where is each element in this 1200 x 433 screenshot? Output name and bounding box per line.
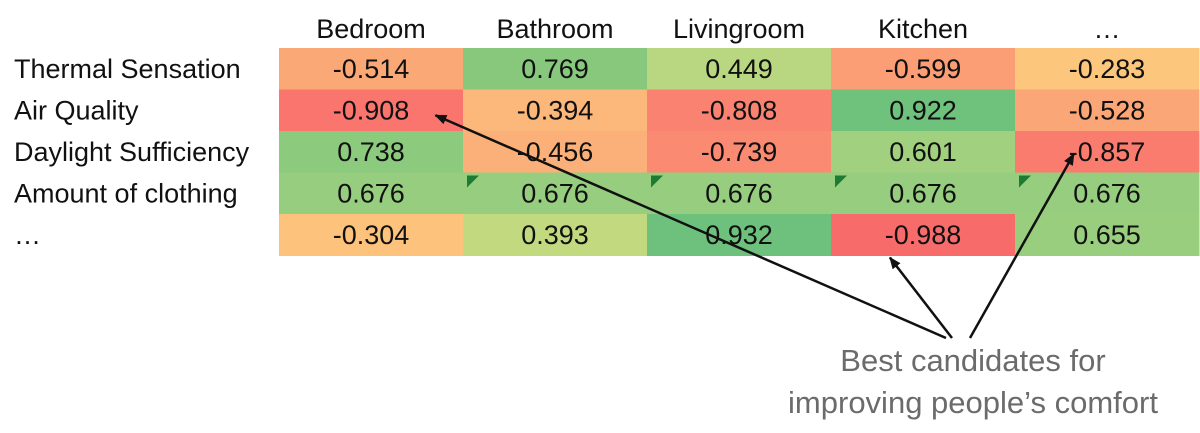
column-header-kitchen: Kitchen [878,14,968,44]
heatmap-cell [831,89,1016,132]
cell-value-label: -0.599 [885,54,962,84]
heatmap-cell [647,131,832,173]
cell-markers [467,175,1031,188]
cell-corner-marker [651,175,663,188]
cell-value-label: -0.857 [1069,137,1146,167]
heatmap-cell [463,89,648,132]
heatmap-cell [279,89,464,132]
cell-corner-marker [467,175,479,188]
annotation-arrow [968,152,1075,339]
annotation-arrow [434,114,947,340]
cell-value-label: -0.283 [1069,54,1146,84]
cell-value-label: 0.769 [521,54,589,84]
cell-value-label: 0.449 [705,54,773,84]
cell-value-label: -0.394 [517,95,594,125]
cell-value-label: -0.528 [1069,95,1146,125]
column-headers: Bedroom Bathroom Livingroom Kitchen … [316,14,1120,44]
heatmap-cells: -0.514 0.769 0.449 -0.599 -0.283 -0.908 -0.394… [279,48,1200,256]
cell-value-label: 0.676 [705,178,773,208]
column-header-livingroom: Livingroom [673,14,805,44]
cell-value-label: -0.988 [885,220,962,250]
cell-value-label: 0.932 [705,220,773,250]
heatmap-cell [279,48,464,90]
annotation-arrow [888,256,953,339]
heatmap-cell [831,214,1016,256]
heatmap-cell [831,172,1016,215]
heatmap-cell [647,48,832,90]
cell-value-label: 0.601 [889,137,957,167]
heatmap-cell [647,89,832,132]
cell-value-label: 0.922 [889,95,957,125]
annotation-arrows [434,114,1075,340]
heatmap-cell [279,172,464,215]
heatmap-cell [1015,48,1200,90]
heatmap-cell [463,48,648,90]
row-label-thermal-sensation: Thermal Sensation [14,54,241,84]
row-label-air-quality: Air Quality [14,95,139,125]
heatmap-cell [463,131,648,173]
heatmap-cell [279,214,464,256]
heatmap-cell [1015,214,1200,256]
cell-value-label: 0.393 [521,220,589,250]
heatmap-cell [1015,172,1200,215]
heatmap-cell [647,172,832,215]
cell-corner-marker [1019,175,1031,188]
cell-corner-marker [835,175,847,188]
heatmap-cell [279,131,464,173]
heatmap-cell [831,131,1016,173]
cell-value-label: 0.676 [889,178,957,208]
heatmap-cell [463,214,648,256]
annotation-line: improving people’s comfort [788,385,1158,420]
annotation-text: Best candidates for improving people’s co… [788,343,1158,420]
row-labels: Thermal Sensation Air Quality Daylight Suf… [14,54,250,250]
column-header-more: … [1094,14,1121,44]
cell-value-label: -0.739 [701,137,778,167]
annotation-line: Best candidates for [840,343,1105,378]
row-label-amount-of-clothing: Amount of clothing [14,178,238,208]
cell-value-label: 0.676 [1073,178,1141,208]
cell-value-label: 0.676 [337,178,405,208]
cell-value-label: 0.655 [1073,220,1141,250]
cell-value-label: 0.676 [521,178,589,208]
cell-value-label: -0.514 [333,54,410,84]
row-label-daylight-sufficiency: Daylight Sufficiency [14,137,250,167]
heatmap-cell [1015,89,1200,132]
row-label-more: … [14,220,41,250]
heatmap-cell [1015,131,1200,173]
column-header-bedroom: Bedroom [316,14,426,44]
column-header-bathroom: Bathroom [496,14,613,44]
cell-value-label: -0.808 [701,95,778,125]
heatmap-cell [831,48,1016,90]
cell-value-label: -0.304 [333,220,410,250]
cell-value-label: -0.908 [333,95,410,125]
cell-value-label: -0.456 [517,137,594,167]
cell-value-label: 0.738 [337,137,405,167]
